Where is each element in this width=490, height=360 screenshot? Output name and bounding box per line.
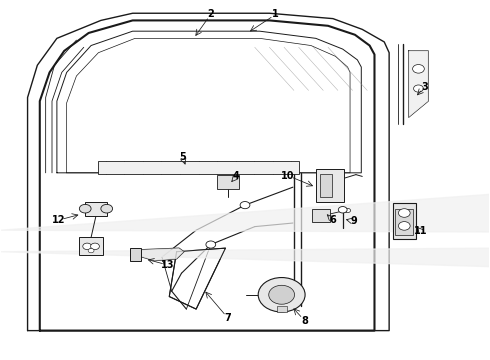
Text: 9: 9 bbox=[350, 216, 357, 226]
Text: 8: 8 bbox=[301, 316, 308, 325]
Bar bbox=[316, 169, 344, 202]
Polygon shape bbox=[0, 248, 490, 309]
Circle shape bbox=[258, 278, 305, 312]
Text: 1: 1 bbox=[272, 9, 279, 19]
Text: 3: 3 bbox=[421, 82, 428, 92]
Circle shape bbox=[91, 243, 99, 249]
Text: 11: 11 bbox=[414, 226, 428, 236]
Bar bbox=[395, 209, 413, 234]
Bar bbox=[79, 237, 103, 255]
Bar bbox=[98, 161, 299, 174]
Text: 7: 7 bbox=[224, 313, 231, 323]
Polygon shape bbox=[409, 51, 428, 117]
Circle shape bbox=[344, 208, 350, 213]
Circle shape bbox=[83, 243, 92, 249]
Bar bbox=[130, 248, 141, 261]
Circle shape bbox=[413, 64, 424, 73]
Circle shape bbox=[269, 285, 294, 304]
Circle shape bbox=[240, 202, 250, 209]
Circle shape bbox=[398, 209, 410, 217]
Bar bbox=[320, 174, 332, 197]
Circle shape bbox=[414, 85, 423, 92]
Polygon shape bbox=[135, 248, 184, 261]
Bar bbox=[217, 175, 239, 189]
Circle shape bbox=[338, 207, 347, 213]
Circle shape bbox=[88, 248, 94, 253]
Bar bbox=[85, 202, 107, 216]
Bar bbox=[277, 306, 287, 312]
Text: 4: 4 bbox=[233, 171, 240, 181]
Text: 13: 13 bbox=[161, 260, 174, 270]
Text: 10: 10 bbox=[281, 171, 295, 181]
Circle shape bbox=[79, 204, 91, 213]
Circle shape bbox=[398, 222, 410, 230]
Text: 5: 5 bbox=[179, 152, 186, 162]
Text: 12: 12 bbox=[51, 215, 65, 225]
Bar bbox=[392, 203, 416, 239]
Circle shape bbox=[206, 241, 216, 248]
Polygon shape bbox=[0, 194, 490, 235]
Text: 6: 6 bbox=[330, 215, 336, 225]
Circle shape bbox=[101, 204, 113, 213]
Text: 2: 2 bbox=[207, 9, 214, 19]
Bar bbox=[312, 210, 330, 222]
